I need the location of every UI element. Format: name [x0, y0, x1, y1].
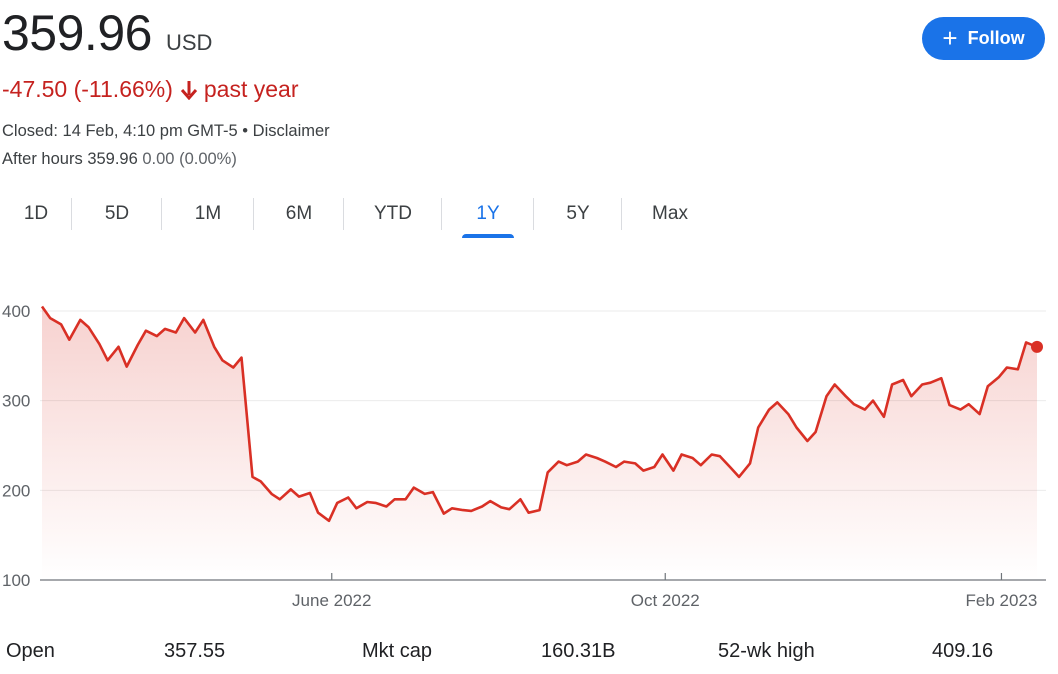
tab-6m[interactable]: 6M — [254, 196, 344, 232]
tab-1m[interactable]: 1M — [162, 196, 254, 232]
price-change: -47.50 (-11.66%) past year — [2, 76, 299, 103]
active-tab-indicator — [462, 234, 514, 238]
follow-button-label: Follow — [967, 28, 1025, 48]
y-tick-label: 200 — [2, 481, 30, 500]
disclaimer-link[interactable]: Disclaimer — [252, 122, 330, 140]
tab-5y[interactable]: 5Y — [534, 196, 622, 232]
change-period: past year — [203, 76, 299, 102]
tab-label: YTD — [374, 203, 412, 224]
x-tick-label: June 2022 — [292, 591, 371, 610]
tab-label: 1Y — [476, 203, 500, 224]
stat-52wk-high-value: 409.16 — [932, 640, 994, 662]
after-hours-price: 359.96 — [87, 150, 138, 168]
market-status: Closed: 14 Feb, 4:10 pm GMT-5 • Disclaim… — [2, 122, 330, 141]
y-tick-label: 300 — [2, 392, 30, 411]
x-tick-label: Oct 2022 — [631, 591, 700, 610]
closed-time: Closed: 14 Feb, 4:10 pm GMT-5 — [2, 122, 238, 140]
x-tick-label: Feb 2023 — [966, 591, 1038, 610]
plus-icon: + — [942, 22, 958, 53]
after-hours-label: After hours — [2, 150, 83, 168]
price-header: 359.96 USD — [2, 4, 212, 62]
follow-button[interactable]: + Follow — [922, 17, 1045, 60]
after-hours: After hours 359.96 0.00 (0.00%) — [2, 150, 237, 169]
tab-label: 5Y — [566, 203, 590, 224]
price-area — [42, 306, 1037, 580]
separator: • — [237, 122, 253, 140]
tab-1y[interactable]: 1Y — [442, 196, 534, 238]
current-price-dot — [1031, 340, 1043, 353]
stat-mktcap-label: Mkt cap — [362, 640, 433, 662]
tab-label: 1D — [23, 203, 49, 224]
change-value: -47.50 (-11.66%) — [2, 76, 173, 102]
tab-label: 1M — [194, 203, 222, 224]
tab-label: 6M — [285, 203, 313, 224]
y-tick-label: 400 — [2, 302, 30, 321]
current-price: 359.96 — [2, 5, 152, 61]
after-hours-change: 0.00 (0.00%) — [142, 150, 237, 168]
tab-1d[interactable]: 1D — [0, 196, 72, 232]
currency-label: USD — [165, 30, 213, 55]
price-line — [40, 305, 1038, 523]
stat-open-label: Open — [6, 640, 55, 662]
arrow-down-icon — [180, 80, 198, 100]
tab-label: Max — [652, 203, 688, 224]
stat-open-value: 357.55 — [164, 640, 226, 662]
tab-5d[interactable]: 5D — [72, 196, 162, 232]
tab-max[interactable]: Max — [622, 196, 718, 232]
stat-52wk-high-label: 52-wk high — [718, 640, 815, 662]
range-tabs: 1D 5D 1M 6M YTD 1Y 5Y Max — [0, 196, 718, 240]
stat-mktcap-value: 160.31B — [541, 640, 616, 662]
tab-label: 5D — [104, 203, 130, 224]
key-stats: Open 357.55 Mkt cap 160.31B 52-wk high 4… — [0, 640, 1058, 666]
price-chart[interactable]: 100 200 300 400 June 2022 Oct 2022 Feb 2023 — [0, 290, 1058, 610]
y-tick-label: 100 — [2, 571, 30, 590]
tab-ytd[interactable]: YTD — [344, 196, 442, 232]
